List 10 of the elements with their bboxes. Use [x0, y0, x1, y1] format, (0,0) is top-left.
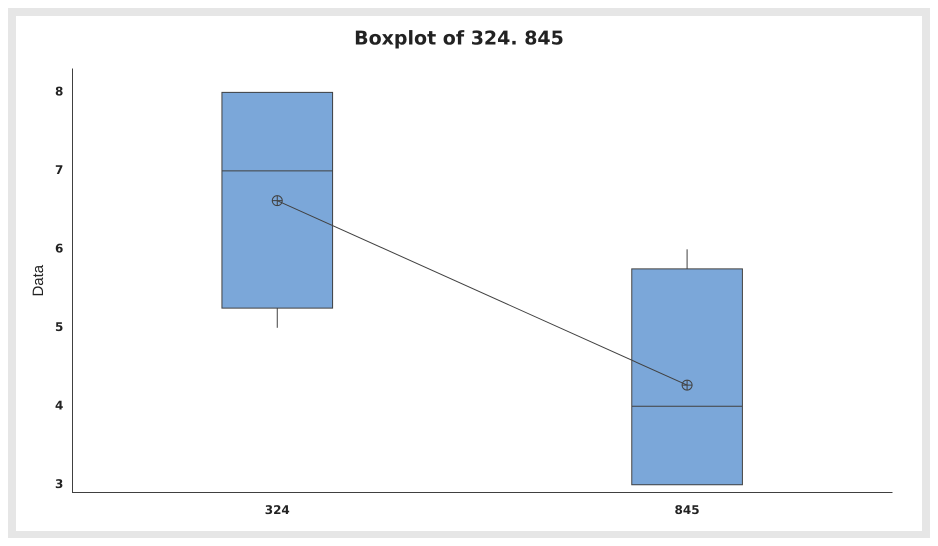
y-tick-label: 4: [54, 398, 64, 412]
x-tick-label: 324: [264, 502, 290, 517]
x-tick-label: 845: [674, 502, 700, 517]
y-axis-title: Data: [30, 264, 48, 297]
y-tick-label: 7: [54, 162, 64, 177]
chart-title: Boxplot of 324. 845: [354, 27, 564, 50]
y-tick-label: 6: [54, 241, 64, 256]
y-tick-label: 8: [54, 84, 64, 98]
y-tick-label: 3: [54, 476, 64, 491]
y-tick-label: 5: [54, 320, 64, 334]
